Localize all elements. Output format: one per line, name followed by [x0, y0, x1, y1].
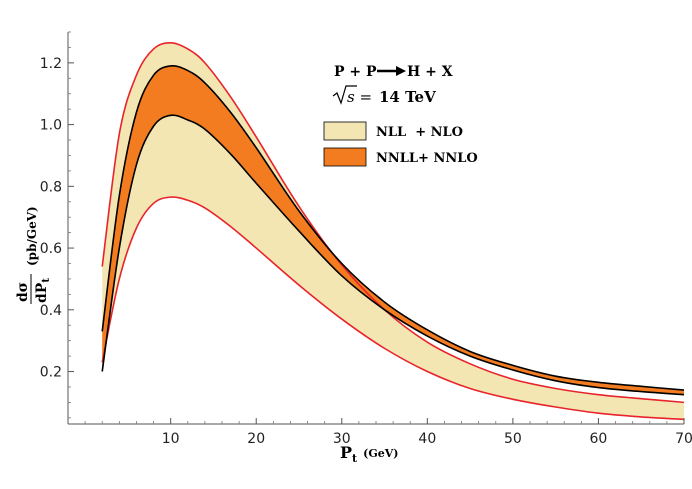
y-tick-label: 1.0 — [40, 118, 62, 134]
process-annotation: P + P H + X — [334, 64, 453, 80]
x-tick-label: 40 — [418, 431, 436, 447]
y-label-unit: (pb/GeV) — [25, 206, 39, 266]
band-fill-1 — [102, 65, 685, 395]
y-tick-label: 0.8 — [40, 179, 62, 195]
process-final-state: H + X — [407, 64, 453, 80]
y-tick-label: 0.4 — [40, 303, 62, 319]
process-arrow-icon — [396, 66, 406, 76]
x-tick-label: 50 — [504, 431, 522, 447]
band-upper-edge-0 — [101, 41, 685, 404]
ticks-layer: 10 20 30 40 50 60 70 0.2 0.4 0.6 0.8 1.0 1.2 — [40, 31, 692, 447]
x-tick-label: 20 — [247, 431, 265, 447]
legend-swatch-nll-nlo — [323, 121, 367, 141]
legend: NLL + NLO NNLL+ NNLO — [323, 121, 478, 167]
x-tick-label: 10 — [162, 431, 180, 447]
y-tick-label: 1.2 — [40, 56, 62, 72]
x-axis-label: Pt (GeV) — [340, 443, 398, 465]
y-tick-label: 0.2 — [40, 365, 62, 381]
bands-layer — [101, 41, 685, 421]
energy-prefix: s = — [347, 88, 372, 106]
y-tick-label: 0.6 — [40, 241, 62, 257]
energy-annotation: s = 14 TeV — [332, 85, 436, 106]
band-lower-edge-0 — [101, 196, 685, 421]
legend-label-nnll-nnlo: NNLL+ NNLO — [376, 151, 478, 166]
y-label-numerator: dσ — [15, 282, 31, 302]
x-tick-label: 30 — [333, 431, 351, 447]
band-upper-edge-1 — [101, 65, 685, 391]
legend-label-nll-nlo: NLL + NLO — [376, 125, 463, 140]
process-initial-state: P + P — [334, 64, 377, 80]
sqrt-icon — [332, 85, 357, 105]
x-tick-label: 60 — [590, 431, 608, 447]
legend-swatch-nnll-nnlo — [323, 147, 367, 167]
y-axis-label: dσ dPt (pb/GeV) — [15, 206, 52, 304]
y-label-denominator: dPt — [34, 278, 52, 303]
band-lower-edge-1 — [101, 114, 685, 396]
energy-value: 14 TeV — [379, 88, 436, 106]
x-tick-label: 70 — [675, 431, 692, 447]
